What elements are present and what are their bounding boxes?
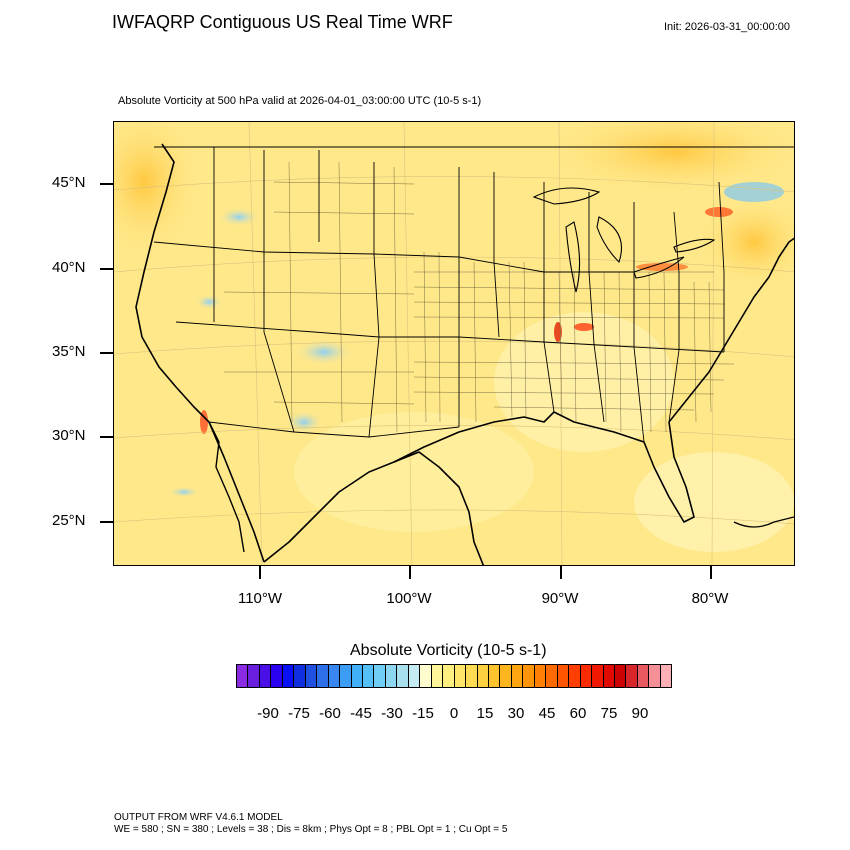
- lat-label-25n: 25°N: [52, 512, 86, 529]
- colorbar-swatch: [614, 665, 627, 687]
- county-borders: [223, 161, 735, 433]
- colorbar-label: -60: [319, 705, 341, 722]
- colorbar-swatch: [271, 665, 283, 687]
- colorbar-swatch: [248, 665, 260, 687]
- colorbar-swatch: [500, 665, 512, 687]
- model-info-line: OUTPUT FROM WRF V4.6.1 MODEL: [114, 812, 283, 823]
- lat-tick: [100, 268, 113, 270]
- vorticity-map: [113, 121, 795, 566]
- colorbar-label: 90: [631, 705, 649, 722]
- colorbar-swatch: [454, 665, 467, 687]
- colorbar-label: -75: [288, 705, 310, 722]
- colorbar-swatch: [294, 665, 306, 687]
- lat-tick: [100, 436, 113, 438]
- colorbar-swatch: [466, 665, 478, 687]
- colorbar-label: 30: [507, 705, 525, 722]
- colorbar-swatch: [626, 665, 638, 687]
- lon-label-100w: 100°W: [386, 590, 432, 607]
- colorbar-swatch: [305, 665, 318, 687]
- colorbar-label: -15: [412, 705, 434, 722]
- lat-label-35n: 35°N: [52, 343, 86, 360]
- colorbar-label: 45: [538, 705, 556, 722]
- colorbar-swatch: [443, 665, 455, 687]
- colorbar-swatch: [408, 665, 421, 687]
- lon-tick: [560, 566, 562, 579]
- colorbar-label: 0: [449, 705, 459, 722]
- colorbar-swatch: [317, 665, 329, 687]
- colorbar-label: 15: [476, 705, 494, 722]
- lon-label-90w: 90°W: [541, 590, 579, 607]
- colorbar-swatch: [351, 665, 363, 687]
- colorbar-label: -90: [257, 705, 279, 722]
- lon-tick: [710, 566, 712, 579]
- colorbar-swatch: [580, 665, 593, 687]
- colorbar-swatch: [649, 665, 661, 687]
- colorbar-swatch: [557, 665, 570, 687]
- colorbar-label: 75: [600, 705, 618, 722]
- colorbar-swatch: [637, 665, 650, 687]
- colorbar-label: -45: [350, 705, 372, 722]
- init-time-label: Init: 2026-03-31_00:00:00: [664, 21, 790, 33]
- colorbar-swatch: [592, 665, 604, 687]
- colorbar-swatch: [546, 665, 558, 687]
- lat-tick: [100, 521, 113, 523]
- lon-tick: [259, 566, 261, 579]
- colorbar-title: Absolute Vorticity (10-5 s-1): [350, 642, 547, 659]
- lat-label-45n: 45°N: [52, 174, 86, 191]
- colorbar-swatch: [237, 665, 249, 687]
- colorbar-swatch: [397, 665, 409, 687]
- colorbar-swatch: [431, 665, 444, 687]
- field-title: Absolute Vorticity at 500 hPa valid at 2…: [118, 95, 482, 107]
- colorbar-swatch: [603, 665, 615, 687]
- map-canvas: [114, 122, 794, 565]
- lon-tick: [409, 566, 411, 579]
- colorbar-swatch: [569, 665, 581, 687]
- main-title: IWFAQRP Contiguous US Real Time WRF: [112, 12, 453, 32]
- state-borders: [153, 146, 794, 443]
- coastline: [135, 143, 794, 565]
- lat-label-40n: 40°N: [52, 259, 86, 276]
- great-lakes: [532, 187, 716, 293]
- colorbar-swatch: [534, 665, 547, 687]
- model-config-line: WE = 580 ; SN = 380 ; Levels = 38 ; Dis …: [114, 824, 508, 835]
- colorbar: [236, 664, 672, 688]
- colorbar-label: 60: [569, 705, 587, 722]
- colorbar-swatch: [523, 665, 535, 687]
- lon-label-110w: 110°W: [237, 590, 283, 607]
- colorbar-swatch: [340, 665, 352, 687]
- colorbar-swatch: [511, 665, 524, 687]
- colorbar-swatch: [477, 665, 489, 687]
- lon-label-80w: 80°W: [691, 590, 729, 607]
- colorbar-swatch: [374, 665, 386, 687]
- lat-label-30n: 30°N: [52, 427, 86, 444]
- colorbar-swatch: [282, 665, 295, 687]
- lat-tick: [100, 352, 113, 354]
- colorbar-swatch: [488, 665, 501, 687]
- colorbar-swatch: [660, 665, 672, 687]
- colorbar-swatch: [362, 665, 375, 687]
- colorbar-swatch: [259, 665, 272, 687]
- colorbar-swatch: [420, 665, 432, 687]
- lat-tick: [100, 183, 113, 185]
- colorbar-label: -30: [381, 705, 403, 722]
- colorbar-swatch: [328, 665, 341, 687]
- colorbar-swatch: [385, 665, 398, 687]
